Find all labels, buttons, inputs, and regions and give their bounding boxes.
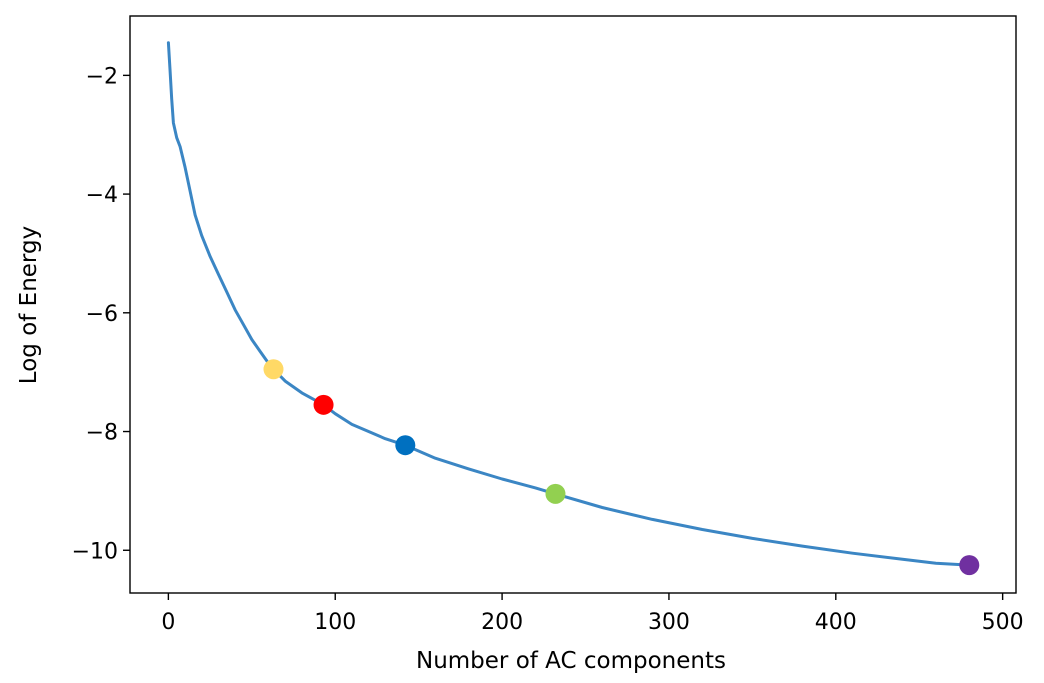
- x-axis-label: Number of AC components: [416, 648, 726, 674]
- y-tick-label: −2: [86, 64, 118, 89]
- plot-frame: [129, 15, 1017, 594]
- series-line: [166, 41, 971, 567]
- y-tick-label: −4: [86, 183, 118, 208]
- x-tick-label: 0: [161, 610, 175, 635]
- x-tick-label: 200: [481, 610, 523, 635]
- x-tick-label: 100: [314, 610, 356, 635]
- highlight-markers: [263, 359, 980, 576]
- highlight-marker: [959, 555, 980, 576]
- y-axis-label: Log of Energy: [16, 226, 42, 384]
- x-axis: 0 100 200 300 400 500: [161, 593, 1024, 635]
- x-tick-label: 400: [815, 610, 857, 635]
- y-tick-label: −6: [86, 302, 118, 327]
- highlight-marker: [313, 394, 334, 415]
- highlight-marker: [545, 483, 566, 504]
- y-axis: −10 −8 −6 −4 −2: [72, 64, 130, 564]
- highlight-marker: [263, 359, 284, 380]
- x-tick-label: 300: [648, 610, 690, 635]
- highlight-marker: [395, 435, 416, 456]
- x-tick-label: 500: [982, 610, 1024, 635]
- y-tick-label: −8: [86, 421, 118, 446]
- y-tick-label: −10: [72, 539, 118, 564]
